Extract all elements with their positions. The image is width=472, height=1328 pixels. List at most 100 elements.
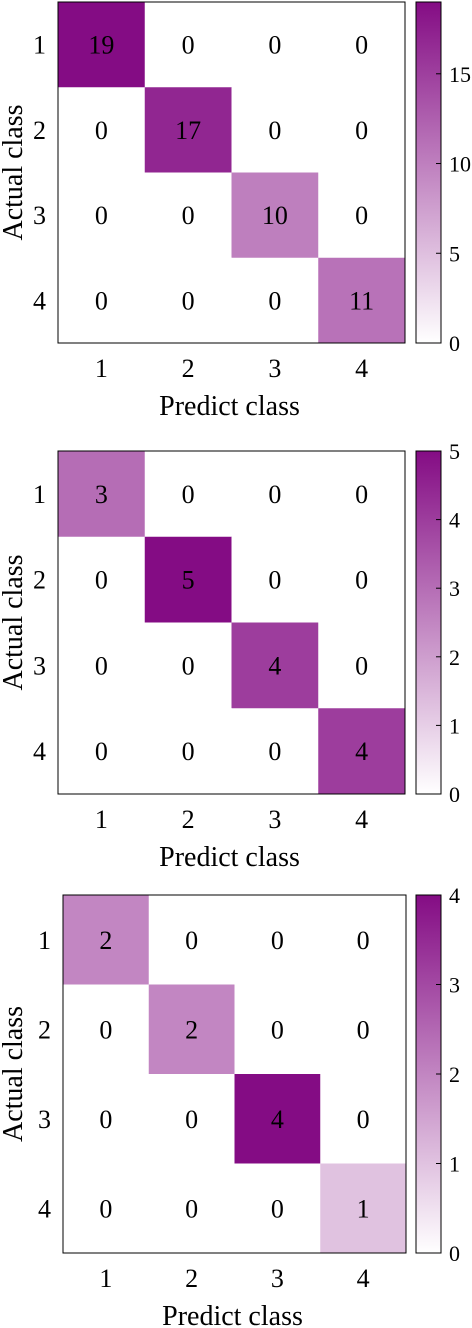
colorbar-tick-label: 4 [449,883,460,908]
y-tick-label: 2 [33,116,46,145]
y-tick-label: 2 [33,566,46,595]
matrix-cell [231,451,319,538]
cell-value-label: 0 [357,1015,370,1044]
matrix-cell [318,172,406,259]
cell-value-label: 0 [182,286,195,315]
matrix-cell [148,984,235,1075]
y-axis-label: Actual class [0,1006,29,1142]
colorbar-tick-label: 3 [449,973,460,998]
y-axis-label: Actual class [0,554,29,690]
cell-value-label: 3 [95,480,108,509]
matrix-cell [231,172,319,259]
colorbar-tick-label: 2 [449,645,460,670]
y-tick-label: 2 [38,1015,51,1044]
plot-frame [57,1,406,344]
matrix-cell [144,172,232,259]
cell-value-label: 0 [268,737,281,766]
matrix-cell [58,2,146,88]
x-axis-label: Predict class [159,842,300,873]
cell-value-label: 5 [182,566,195,595]
cell-value-label: 0 [357,926,370,955]
matrix-cell [231,87,319,173]
y-tick-label: 4 [33,737,46,766]
x-tick-label: 2 [182,805,195,834]
matrix-cell [231,536,319,623]
matrix-cell [58,536,146,623]
matrix-cell [231,622,319,709]
x-tick-label: 3 [268,354,281,383]
x-tick-label: 3 [271,1264,284,1293]
cell-value-label: 0 [355,651,368,680]
cell-value-label: 0 [99,1194,112,1223]
matrix-cell [234,1074,321,1164]
cell-value-label: 0 [355,480,368,509]
colorbar [415,1,442,344]
matrix-cell [320,1163,407,1254]
x-tick-label: 1 [95,354,108,383]
x-axis-label: Predict class [162,1301,303,1328]
matrix-cell [58,622,146,709]
cell-value-label: 0 [95,116,108,145]
cell-value-label: 1 [357,1194,370,1223]
colorbar-tick-label: 0 [449,331,460,356]
colorbar-tick-label: 0 [449,1241,460,1266]
y-tick-label: 1 [38,926,51,955]
x-tick-label: 2 [182,354,195,383]
cell-value-label: 0 [99,1015,112,1044]
matrix-cell [231,2,319,88]
cell-value-label: 0 [268,116,281,145]
y-tick-label: 3 [33,651,46,680]
colorbar-tick-label: 10 [449,152,471,177]
confusion-matrix-3: 2 0 0 0 0 2 0 0 0 0 4 0 0 0 0 1 1 2 3 4 1 2 3 4 Predict class Act… [0,883,460,1328]
cell-value-label: 0 [271,1194,284,1223]
matrix-cell [320,1074,407,1164]
x-tick-label: 1 [95,805,108,834]
cell-value-label: 0 [268,566,281,595]
y-tick-label: 4 [33,286,46,315]
matrix-cell [63,1163,150,1254]
matrix-cell [231,257,319,344]
matrix-cell [58,257,146,344]
cell-value-label: 0 [355,201,368,230]
cell-value-label: 0 [182,480,195,509]
y-tick-label: 1 [33,31,46,60]
x-tick-label: 2 [185,1264,198,1293]
cell-value-label: 0 [99,1105,112,1134]
colorbar [415,450,442,795]
matrix-cell [144,536,232,623]
matrix-cell [320,895,407,985]
matrix-cell [234,1163,321,1254]
x-tick-label: 4 [355,805,368,834]
plot-frame [62,894,407,1254]
cell-value-label: 0 [185,1194,198,1223]
cell-value-label: 0 [185,926,198,955]
cell-value-label: 0 [95,737,108,766]
cell-value-label: 2 [99,926,112,955]
cell-value-label: 4 [355,737,368,766]
cell-value-label: 0 [268,286,281,315]
matrix-cell [318,708,406,795]
cell-value-label: 17 [175,116,201,145]
matrix-cell [63,895,150,985]
cell-value-label: 0 [268,480,281,509]
matrix-cell [318,87,406,173]
matrix-cell [63,984,150,1075]
matrix-cell [320,984,407,1075]
matrix-cell [58,708,146,795]
matrix-cell [318,622,406,709]
matrix-cell [234,984,321,1075]
colorbar-tick-label: 1 [449,713,460,738]
matrix-cell [144,708,232,795]
cell-value-label: 0 [182,737,195,766]
matrix-cell [318,536,406,623]
plot-frame [57,450,406,795]
x-axis-label: Predict class [159,391,300,422]
cell-value-label: 0 [182,201,195,230]
cell-value-label: 0 [182,651,195,680]
cell-value-label: 0 [95,566,108,595]
matrix-cell [234,895,321,985]
cell-value-label: 0 [268,31,281,60]
colorbar-tick-label: 2 [449,1062,460,1087]
